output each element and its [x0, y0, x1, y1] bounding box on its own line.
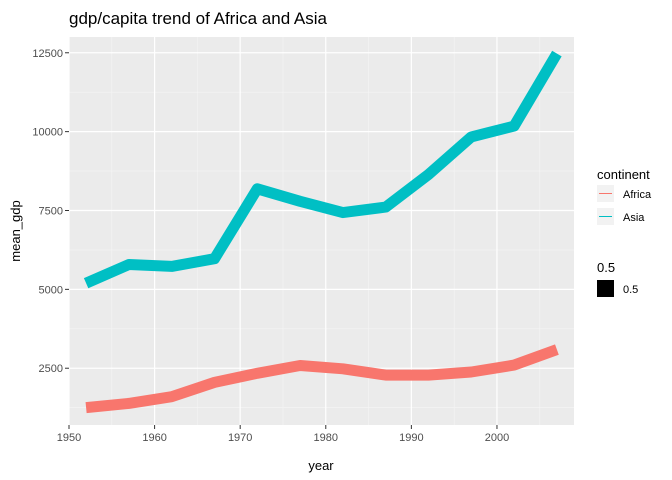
- y-tick-label: 2500: [39, 363, 63, 375]
- legend-label-size: 0.5: [623, 284, 638, 296]
- y-tick-label: 10000: [32, 127, 63, 139]
- gridlines: [68, 37, 574, 425]
- x-tick-label: 2000: [485, 432, 509, 444]
- x-tick-label: 1970: [228, 432, 252, 444]
- series-line-africa: [85, 344, 559, 414]
- y-tick-label: 5000: [39, 284, 63, 296]
- x-tick-label: 1990: [399, 432, 423, 444]
- legend-title-size: 0.5: [597, 260, 615, 275]
- x-axis-label: year: [308, 458, 334, 473]
- series-lines: [83, 50, 562, 414]
- legend-label-asia: Asia: [623, 212, 645, 224]
- legend-key-size: [597, 280, 614, 297]
- legend: continent Africa Asia 0.5 0.5: [597, 167, 652, 297]
- y-axis-label: mean_gdp: [8, 200, 23, 261]
- x-tick-label: 1960: [142, 432, 166, 444]
- legend-title-continent: continent: [597, 167, 650, 182]
- y-tick-label: 12500: [32, 48, 63, 60]
- y-tick-label: 7500: [39, 205, 63, 217]
- series-line-asia: [83, 50, 562, 289]
- x-tick-label: 1980: [314, 432, 338, 444]
- chart-title: gdp/capita trend of Africa and Asia: [69, 9, 328, 28]
- legend-label-africa: Africa: [623, 189, 652, 201]
- x-tick-label: 1950: [57, 432, 81, 444]
- plot-panel: [69, 37, 574, 425]
- axis-ticks: 1950 1960 1970 1980 1990 2000 2500 5000 7500 1000…: [32, 48, 509, 444]
